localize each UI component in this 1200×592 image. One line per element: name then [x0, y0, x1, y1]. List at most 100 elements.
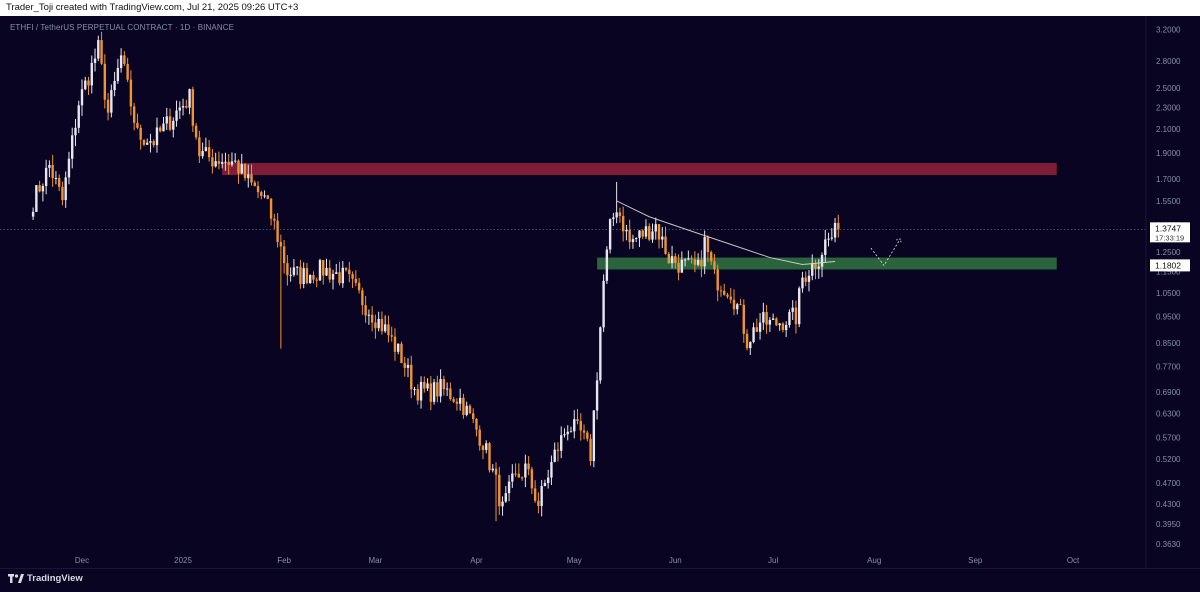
candle-body	[726, 294, 729, 297]
candle-body	[51, 164, 54, 179]
y-tick-label: 0.3950	[1156, 520, 1181, 529]
candle-body	[833, 222, 837, 238]
candle-body	[798, 288, 801, 325]
x-tick-label: Jun	[669, 556, 682, 565]
candle-body	[540, 486, 543, 507]
candle-body	[628, 229, 631, 243]
candle-body	[172, 120, 175, 130]
candle-body	[361, 290, 364, 306]
y-tick-label: 1.9000	[1156, 149, 1181, 158]
candle-body	[194, 125, 198, 138]
candle-body	[106, 99, 110, 113]
candle-body	[80, 89, 84, 106]
candle-body	[71, 135, 74, 159]
candle-body	[35, 185, 38, 212]
candle-body	[820, 254, 824, 267]
candle-body	[292, 267, 296, 275]
candle-body	[573, 419, 576, 432]
price-chart[interactable]: 3.2000 2.8000 2.5000 2.3000 2.1000 1.9000 1.70…	[0, 16, 1200, 568]
candle-body	[458, 397, 462, 404]
candle-body	[77, 105, 80, 128]
candle-body	[198, 137, 201, 157]
candle-body	[207, 147, 211, 158]
candle-body	[635, 237, 638, 240]
candle-body	[739, 304, 742, 306]
candle-body	[286, 263, 289, 276]
candle-body	[126, 64, 129, 80]
footer	[0, 568, 1200, 592]
candle-body	[250, 174, 253, 183]
candle-body	[716, 269, 719, 291]
zones	[222, 163, 1057, 270]
candle-body	[546, 477, 550, 483]
projection-path	[870, 238, 901, 267]
candle-body	[119, 55, 123, 68]
candle-body	[322, 260, 325, 276]
candle-body	[211, 157, 214, 167]
candle-body	[367, 314, 371, 316]
candle-body	[338, 272, 341, 284]
candle-body	[485, 443, 488, 451]
candle-body	[41, 186, 45, 192]
candle-body	[348, 269, 351, 275]
candle-body	[612, 217, 615, 220]
candle-body	[657, 224, 661, 240]
candle-body	[608, 219, 612, 250]
candle-body	[752, 327, 755, 342]
tradingview-brand[interactable]: TradingView	[8, 573, 83, 584]
candle-body	[703, 237, 706, 267]
y-tick-label: 0.7700	[1156, 362, 1181, 371]
candle-body	[709, 252, 713, 262]
candle-body	[93, 58, 97, 63]
candle-body	[638, 230, 641, 238]
candle-body	[403, 362, 406, 368]
x-tick-label: Mar	[369, 556, 383, 565]
candle-body	[811, 263, 814, 276]
candle-body	[374, 322, 377, 329]
x-axis: Dec 2025 Feb Mar Apr May Jun Jul Aug Sep Oct	[75, 556, 1080, 565]
y-tick-label: 0.6900	[1156, 388, 1181, 397]
candle-body	[123, 55, 126, 65]
x-tick-label: Feb	[277, 556, 291, 565]
candle-body	[410, 364, 413, 390]
candle-body	[749, 341, 752, 349]
candle-body	[100, 40, 103, 64]
candle-body	[142, 139, 146, 145]
candle-body	[139, 127, 142, 140]
candle-body	[599, 327, 602, 381]
header-credit: Trader_Toji created with TradingView.com…	[6, 2, 299, 13]
candle-body	[90, 62, 93, 86]
candle-body	[481, 445, 485, 451]
candle-body	[784, 324, 788, 330]
candle-body	[465, 405, 468, 416]
candle-body	[631, 239, 635, 243]
candle-body	[188, 89, 191, 108]
y-tick-label: 2.3000	[1156, 104, 1181, 113]
candle-body	[696, 259, 700, 265]
candle-body	[178, 107, 181, 111]
candle-body	[57, 178, 61, 187]
y-tick-label: 2.5000	[1156, 84, 1181, 93]
y-tick-label: 0.9500	[1156, 313, 1181, 322]
tradingview-logo-icon	[8, 574, 24, 583]
candle-body	[566, 431, 569, 435]
candle-body	[736, 304, 739, 310]
candle-body	[74, 127, 77, 136]
x-tick-label: Sep	[968, 556, 983, 565]
candle-body	[670, 256, 674, 264]
candle-body	[462, 397, 465, 416]
y-tick-label: 0.5200	[1156, 455, 1181, 464]
y-tick-label: 1.5500	[1156, 197, 1181, 206]
candle-body	[520, 477, 524, 479]
candle-body	[595, 380, 599, 411]
candle-body	[305, 268, 309, 284]
candle-body	[436, 382, 439, 397]
candle-body	[706, 237, 710, 253]
candle-body	[295, 266, 299, 268]
candle-body	[191, 89, 195, 126]
candle-body	[582, 430, 586, 433]
candle-body	[507, 481, 511, 494]
candle-body	[201, 150, 204, 157]
header-bar: Trader_Toji created with TradingView.com…	[0, 0, 1200, 16]
candle-body	[690, 258, 693, 260]
